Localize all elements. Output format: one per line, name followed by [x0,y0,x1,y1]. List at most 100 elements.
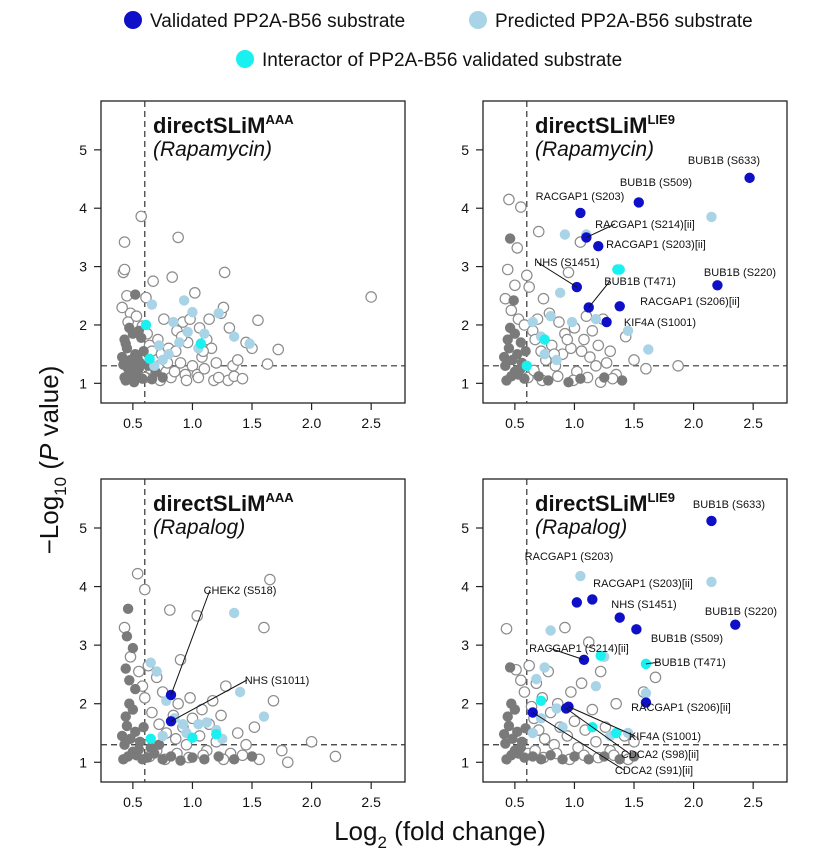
annotation-label: RACGAP1 (S206)[ii] [640,296,740,308]
point-predicted-substrate [157,354,168,366]
point-predicted-substrate [643,344,654,355]
point-gray-filled [121,720,133,732]
point-validated-substrate [744,172,755,184]
y-tick-label: 3 [461,259,469,275]
point-nonsignificant [131,567,144,580]
point-nonsignificant [135,210,148,223]
point-nonsignificant [116,301,128,314]
point-nonsignificant [147,275,159,287]
point-predicted-substrate [545,311,556,322]
point-predicted-substrate [590,313,602,325]
point-gray-filled [126,360,137,372]
panel-subtitle: (Rapalog) [153,516,245,539]
annotation-label: RACGAP1 (S203) [525,551,614,563]
panel-title: directSLiMAAA [153,112,294,138]
point-nonsignificant [628,735,640,748]
x-tick-label: 1.0 [183,415,203,431]
annotation-label: BUB1B (S509) [651,633,723,645]
point-nonsignificant [281,756,294,769]
x-tick-label: 0.5 [505,415,525,431]
point-validated-substrate [631,624,642,635]
annotation-label: BUB1B (S633) [688,155,760,167]
point-nonsignificant [180,738,193,751]
point-nonsignificant [264,573,276,586]
point-predicted-substrate [168,316,179,328]
point-gray-filled [131,750,142,761]
point-nonsignificant [518,686,531,698]
point-gray-filled [124,322,135,334]
legend-predicted-label: Predicted PP2A-B56 substrate [495,11,753,32]
legend-predicted-marker [469,11,487,29]
point-nonsignificant [189,287,201,299]
point-validated-substrate [593,240,604,252]
panel-title: directSLiMAAA [153,490,294,516]
y-axis-title-sub: 10 [51,477,70,496]
x-tick-label: 2.0 [684,415,704,431]
point-nonsignificant [192,371,205,384]
point-nonsignificant [272,343,285,356]
point-validated-substrate [706,515,717,527]
point-nonsignificant [515,201,527,213]
point-nonsignificant [231,727,244,739]
point-validated-substrate [575,207,586,219]
panel-title-text: directSLiM [153,113,265,138]
point-predicted-substrate [234,686,246,698]
panels: 0.5 1.0 1.5 2.0 2.512345directSLiMAAA(Rapamy… [79,100,788,810]
point-validated-substrate [730,619,741,630]
point-nonsignificant [505,304,518,317]
point-gray-filled [132,353,143,365]
plot-frame [482,478,788,783]
point-nonsignificant [515,674,527,687]
point-nonsignificant [138,583,151,596]
panel-subtitle: (Rapamycin) [535,138,654,161]
point-nonsignificant [537,292,550,305]
point-predicted-substrate [201,717,212,728]
annotation-label: BUB1B (T471) [654,657,726,669]
chart-panel-2: 0.5 1.0 1.5 2.0 2.5 1 2 3 4 5 BUB1B (S633) BUB1B (S… [461,100,788,431]
point-nonsignificant [168,365,181,378]
point-gray-filled [153,739,165,750]
point-predicted-substrate [545,625,556,636]
point-gray-filled [512,348,523,360]
point-predicted-substrate [199,328,210,339]
x-tick-label: 0.5 [123,415,143,431]
point-predicted-substrate [706,576,717,588]
point-nonsignificant [258,621,270,634]
y-tick-label: 4 [79,200,87,216]
point-predicted-substrate [551,703,562,714]
point-predicted-substrate [187,306,198,318]
point-gray-filled [512,726,523,738]
point-gray-filled [498,351,510,363]
point-predicted-substrate [575,570,586,582]
annotation-label: CDCA2 (S91)[ii] [615,765,693,777]
y-tick-label: 2 [461,696,469,712]
point-predicted-substrate [531,673,542,685]
annotation-label: RACGAP1 (S203) [536,191,625,203]
point-nonsignificant [231,354,244,366]
point-nonsignificant [240,738,252,751]
panel-title-sup: LIE9 [647,112,674,127]
chart-panel-1: 0.5 1.0 1.5 2.0 2.512345directSLiMAAA(Rapamy… [79,100,406,431]
point-nonsignificant [236,372,249,385]
point-nonsignificant [180,374,193,387]
point-nonsignificant [551,370,564,383]
point-interactor [145,733,156,745]
point-nonsignificant [578,333,590,346]
x-tick-label: 2.5 [361,415,381,431]
point-gray-filled [614,754,625,765]
point-nonsignificant [329,750,342,763]
point-interactor [539,334,550,345]
point-nonsignificant [568,715,581,728]
y-tick-label: 2 [461,317,469,333]
point-predicted-substrate [566,316,578,328]
x-tick-label: 1.5 [624,794,644,810]
point-nonsignificant [538,733,551,745]
point-validated-substrate [601,316,612,328]
x-tick-label: 2.5 [361,794,381,810]
point-gray-filled [145,742,156,753]
annotation-label: CDCA2 (S98)[ii] [621,749,699,761]
annotation-label: RACGAP1 (S214)[ii] [529,643,629,655]
point-gray-filled [124,675,135,686]
point-nonsignificant [124,651,137,663]
point-nonsignificant [140,291,152,304]
